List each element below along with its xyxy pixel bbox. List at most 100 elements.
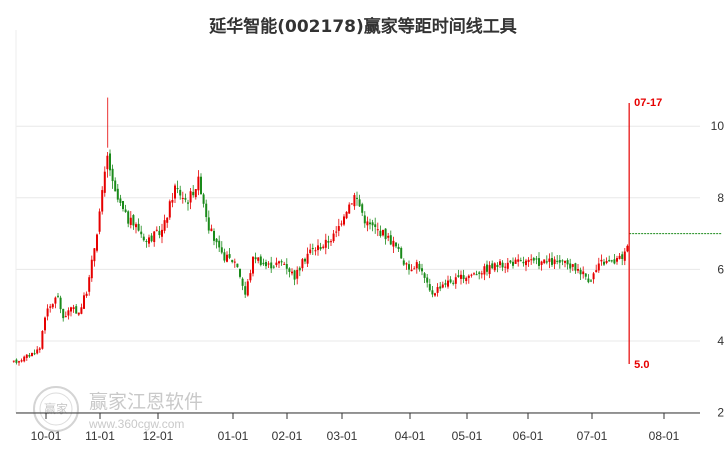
candle <box>306 247 309 268</box>
candle-body <box>535 258 538 260</box>
candle-body <box>145 241 148 243</box>
candle <box>423 271 426 283</box>
candle <box>215 237 218 249</box>
candle-body <box>584 273 587 277</box>
candle <box>285 258 288 275</box>
candle-body <box>397 246 400 250</box>
candle <box>275 257 278 268</box>
candle <box>387 232 390 242</box>
candle <box>64 311 67 318</box>
candle-body <box>379 230 382 236</box>
candle-body <box>603 261 605 265</box>
candle <box>358 194 361 208</box>
candle-body <box>270 262 273 269</box>
candle <box>595 264 598 273</box>
candle-body <box>470 274 473 276</box>
candle <box>194 189 197 200</box>
candle-body <box>298 267 301 271</box>
grid-lines <box>15 30 700 414</box>
candle-body <box>246 281 249 296</box>
candle-body <box>462 275 465 280</box>
x-tick-04-01: 04-01 <box>395 429 426 443</box>
candle <box>613 253 616 265</box>
candle-body <box>132 215 135 226</box>
candle <box>348 202 351 214</box>
candle <box>418 261 421 272</box>
candle <box>135 222 137 234</box>
candle-body <box>363 215 366 224</box>
candle <box>140 225 143 238</box>
candle <box>374 217 377 234</box>
candle-body <box>358 199 361 207</box>
candle-body <box>236 263 239 268</box>
candle-body <box>296 269 299 279</box>
candle <box>207 210 210 234</box>
candle-body <box>241 278 244 286</box>
candle <box>119 194 122 206</box>
candle <box>150 233 153 243</box>
candle <box>525 258 527 272</box>
candle-body <box>254 257 257 260</box>
candle-body <box>322 246 325 248</box>
candle-body <box>551 258 553 265</box>
candle-body <box>387 235 390 238</box>
candle <box>148 234 150 248</box>
candle <box>155 226 158 232</box>
candle <box>192 185 195 198</box>
candle-body <box>623 251 626 261</box>
candle <box>530 254 533 265</box>
bottom-value-label: 5.0 <box>634 359 649 371</box>
watermark: 赢家 赢家江恩软件 www.360cgw.com <box>33 386 203 432</box>
candle-body <box>15 359 18 363</box>
candle <box>337 218 340 237</box>
candle-body <box>103 171 106 193</box>
candle-body <box>59 297 62 310</box>
candle <box>441 281 444 289</box>
candle-body <box>142 236 145 241</box>
candle <box>278 260 280 269</box>
candle-body <box>415 262 418 269</box>
candle-body <box>278 261 280 264</box>
candle <box>512 257 514 269</box>
candle <box>483 263 486 281</box>
candle-body <box>106 155 109 170</box>
candle <box>210 224 213 232</box>
candle <box>504 263 507 274</box>
candle <box>20 358 23 363</box>
candle-body <box>119 198 122 203</box>
candle <box>577 263 579 274</box>
candle <box>353 192 356 210</box>
candle <box>51 303 54 310</box>
candle-body <box>207 217 210 231</box>
candle <box>33 349 36 356</box>
candle <box>233 258 236 268</box>
candle-body <box>402 260 405 265</box>
candle-body <box>197 176 200 191</box>
candle <box>514 257 517 265</box>
candle <box>569 258 572 273</box>
candle-body <box>465 277 468 282</box>
candle <box>361 202 364 217</box>
candle-body <box>527 259 530 263</box>
candle-body <box>101 190 104 212</box>
candle <box>335 226 338 238</box>
candle-body <box>376 229 379 231</box>
candle-body <box>259 256 262 265</box>
candle <box>501 260 504 272</box>
candle <box>473 272 475 276</box>
candle-body <box>561 260 564 262</box>
candle <box>31 352 33 357</box>
candle-body <box>577 269 579 271</box>
candle-body <box>574 263 577 271</box>
candle-body <box>194 189 197 198</box>
candle-body <box>436 287 439 293</box>
x-tick-10-01: 10-01 <box>31 429 62 443</box>
candle-body <box>88 277 91 292</box>
candle-body <box>483 266 486 275</box>
candle <box>548 253 551 269</box>
x-tick-07-01: 07-01 <box>577 429 608 443</box>
candle <box>67 307 70 320</box>
candle <box>142 233 145 242</box>
candle-body <box>374 224 377 228</box>
candle <box>80 303 83 315</box>
